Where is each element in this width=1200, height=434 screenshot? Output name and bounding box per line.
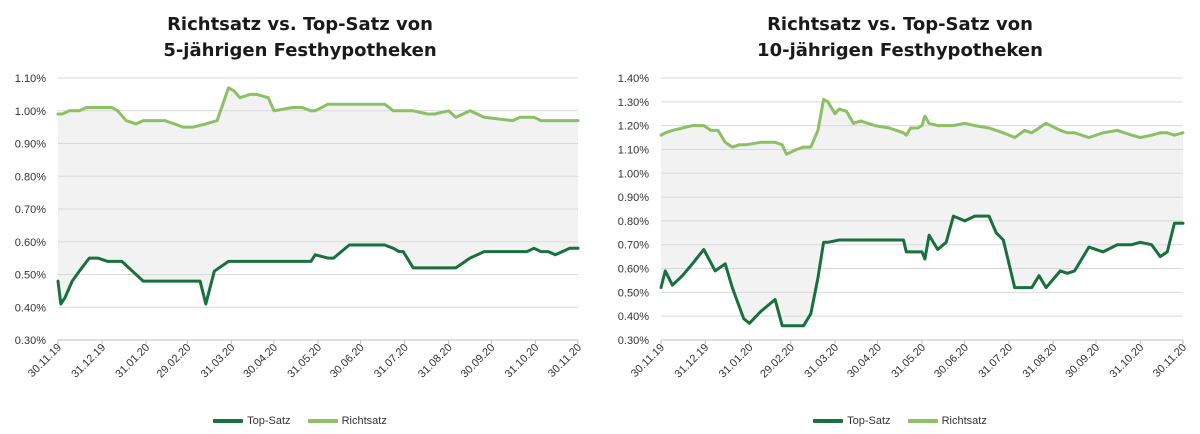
y-tick-label: 1.00% (618, 168, 649, 180)
x-tick-label: 31.01.20 (113, 342, 152, 381)
legend-swatch-top-satz (213, 419, 244, 423)
legend-swatch-richtsatz (307, 419, 338, 423)
series-line-top-satz (56, 243, 580, 306)
y-tick-label: 1.00% (15, 106, 46, 118)
y-tick-label: 1.30% (618, 97, 649, 109)
x-tick-label: 30.06.20 (932, 342, 971, 381)
chart-title-line-2: 10-jährigen Festhypotheken (757, 40, 1043, 61)
y-tick-label: 0.60% (618, 264, 649, 276)
legend-item-top-satz: Top-Satz (213, 415, 291, 427)
x-tick-label: 29.02.20 (155, 342, 194, 381)
x-tick-label: 30.09.20 (459, 342, 498, 381)
y-tick-label: 0.50% (618, 287, 649, 299)
y-tick-label: 0.50% (15, 270, 46, 282)
chart-panel-10-year: Richtsatz vs. Top-Satz von 10-jährigen F… (600, 0, 1200, 434)
x-tick-label: 31.03.20 (199, 342, 238, 381)
legend-item-top-satz: Top-Satz (813, 415, 891, 427)
x-tick-label: 31.10.20 (1108, 342, 1147, 381)
y-tick-label: 0.30% (15, 335, 46, 347)
legend-label-richtsatz: Richtsatz (941, 415, 987, 427)
x-tick-label: 31.03.20 (802, 342, 841, 381)
legend-label-top-satz: Top-Satz (847, 415, 891, 427)
series-line-richtsatz (56, 86, 580, 129)
chart-title: Richtsatz vs. Top-Satz von 5-jährigen Fe… (0, 12, 600, 64)
x-tick-label: 30.11.20 (1151, 342, 1189, 380)
y-tick-label: 0.70% (15, 204, 46, 216)
y-tick-label: 1.20% (618, 121, 649, 133)
legend-swatch-top-satz (813, 419, 844, 423)
x-tick-label: 30.04.20 (845, 342, 884, 381)
x-tick-label: 30.11.19 (629, 342, 667, 380)
legend: Top-Satz Richtsatz (0, 414, 600, 427)
x-tick-label: 30.11.19 (26, 342, 64, 380)
x-tick-label: 31.12.19 (69, 342, 108, 381)
chart-title: Richtsatz vs. Top-Satz von 10-jährigen F… (600, 12, 1200, 64)
y-tick-label: 0.40% (15, 302, 46, 314)
x-tick-label: 30.06.20 (328, 342, 367, 381)
x-tick-label: 30.11.20 (546, 342, 584, 380)
series-line-richtsatz (659, 97, 1185, 156)
x-tick-label: 31.08.20 (416, 342, 455, 381)
chart-title-line-1: Richtsatz vs. Top-Satz von (767, 14, 1033, 35)
legend-label-top-satz: Top-Satz (247, 415, 291, 427)
y-tick-label: 0.80% (15, 171, 46, 183)
chart-panel-5-year: Richtsatz vs. Top-Satz von 5-jährigen Fe… (0, 12, 600, 427)
y-tick-label: 0.70% (618, 240, 649, 252)
x-tick-label: 31.01.20 (717, 342, 756, 381)
x-tick-label: 31.05.20 (285, 342, 324, 381)
chart-title-line-1: Richtsatz vs. Top-Satz von (167, 14, 433, 35)
y-tick-label: 1.40% (618, 73, 649, 85)
chart-plot-5-year: 0.30% 0.40% 0.50% 0.60% 0.70% 0.80% 0.90% 1.00%… (15, 73, 584, 381)
x-tick-label: 31.08.20 (1021, 342, 1060, 381)
legend: Top-Satz Richtsatz (600, 414, 1200, 427)
x-tick-label: 31.07.20 (976, 342, 1015, 381)
legend-swatch-richtsatz (907, 419, 938, 423)
x-tick-label: 31.05.20 (889, 342, 928, 381)
chart-plot-10-year: 0.30% 0.40% 0.50% 0.60% 0.70% 0.80% 0.90% 1.00%… (618, 73, 1189, 381)
y-tick-label: 0.90% (618, 192, 649, 204)
spread-band (58, 87, 578, 304)
y-tick-label: 0.60% (15, 237, 46, 249)
y-tick-label: 0.90% (15, 139, 46, 151)
x-tick-label: 31.07.20 (372, 342, 411, 381)
series-line-top-satz (659, 214, 1185, 328)
y-tick-label: 1.10% (15, 73, 46, 85)
legend-item-richtsatz: Richtsatz (307, 415, 387, 427)
x-tick-label: 29.02.20 (758, 342, 797, 381)
chart-title-line-2: 5-jährigen Festhypotheken (163, 40, 437, 61)
legend-item-richtsatz: Richtsatz (907, 415, 987, 427)
y-tick-label: 0.40% (618, 311, 649, 323)
y-tick-label: 0.80% (618, 216, 649, 228)
spread-band (661, 99, 1183, 326)
x-tick-label: 31.12.19 (673, 342, 712, 381)
y-tick-label: 0.30% (618, 335, 649, 347)
x-tick-label: 30.09.20 (1063, 342, 1102, 381)
x-tick-label: 31.10.20 (503, 342, 542, 381)
legend-label-richtsatz: Richtsatz (341, 415, 387, 427)
y-tick-label: 1.10% (618, 144, 649, 156)
x-tick-label: 30.04.20 (241, 342, 280, 381)
